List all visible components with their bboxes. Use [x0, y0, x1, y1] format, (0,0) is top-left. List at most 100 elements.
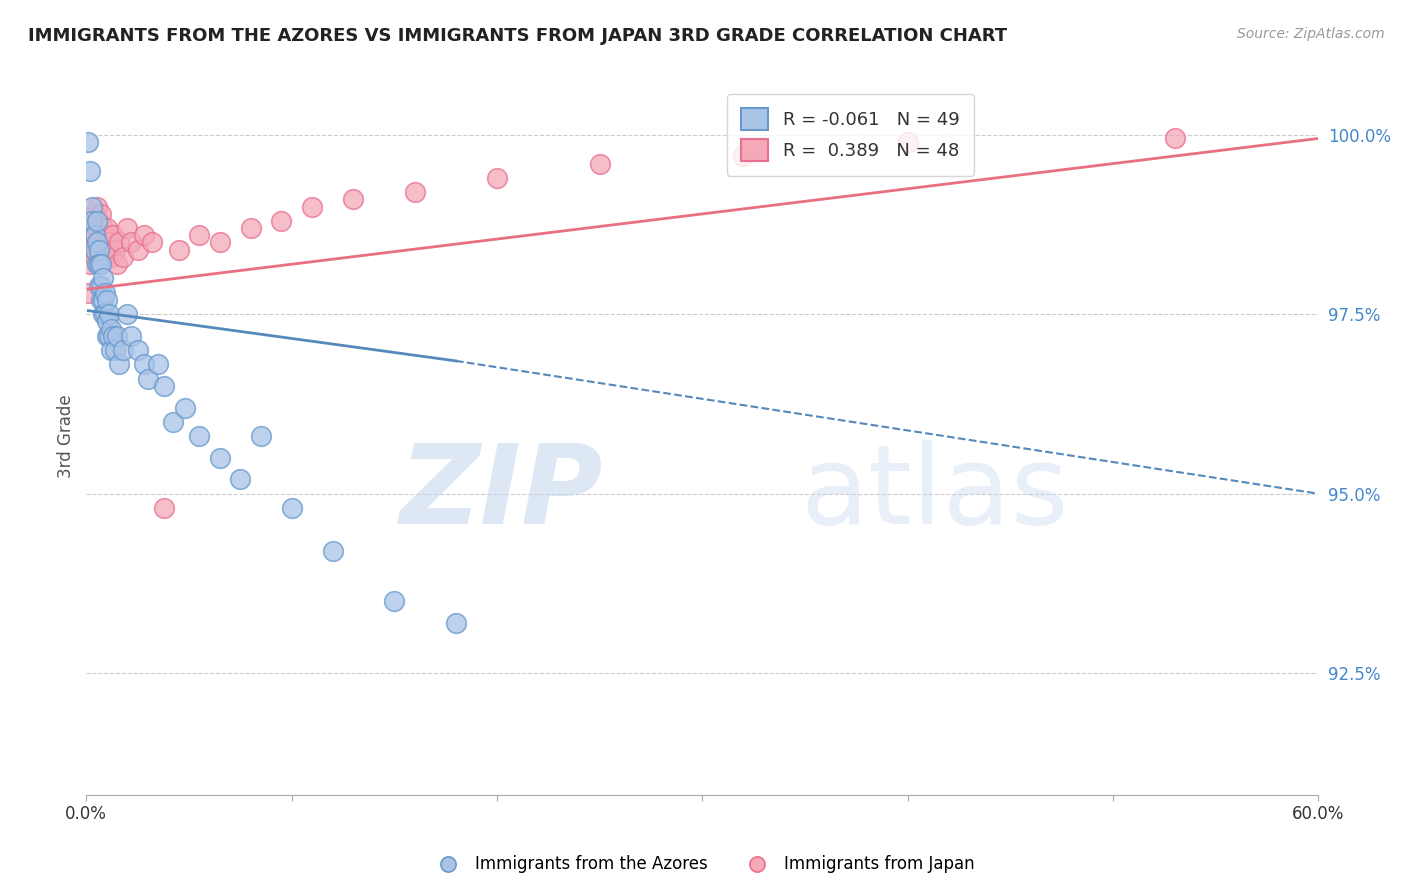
Point — [86, 214, 108, 228]
Point — [79, 235, 101, 250]
Point — [87, 257, 110, 271]
Point — [91, 293, 114, 307]
Point — [86, 235, 108, 250]
Point — [96, 221, 118, 235]
Point — [382, 594, 405, 608]
Point — [82, 200, 104, 214]
Point — [77, 135, 100, 149]
Point — [91, 243, 114, 257]
Point — [86, 243, 108, 257]
Point — [117, 307, 139, 321]
Point — [208, 235, 231, 250]
Point — [104, 343, 127, 358]
Point — [79, 257, 101, 271]
Point — [153, 501, 176, 516]
Point — [101, 328, 124, 343]
Point — [270, 214, 292, 228]
Text: IMMIGRANTS FROM THE AZORES VS IMMIGRANTS FROM JAPAN 3RD GRADE CORRELATION CHART: IMMIGRANTS FROM THE AZORES VS IMMIGRANTS… — [28, 27, 1007, 45]
Point — [86, 221, 108, 235]
Point — [96, 243, 118, 257]
Point — [101, 228, 124, 243]
Point — [82, 214, 104, 228]
Point — [86, 200, 108, 214]
Point — [91, 307, 114, 321]
Point — [104, 243, 127, 257]
Point — [87, 278, 110, 293]
Point — [90, 228, 112, 243]
Point — [141, 235, 163, 250]
Point — [897, 135, 920, 149]
Point — [97, 307, 120, 321]
Point — [108, 358, 131, 372]
Legend: Immigrants from the Azores, Immigrants from Japan: Immigrants from the Azores, Immigrants f… — [425, 848, 981, 880]
Point — [90, 293, 112, 307]
Point — [82, 243, 104, 257]
Point — [96, 328, 118, 343]
Point — [250, 429, 273, 443]
Point — [132, 228, 155, 243]
Point — [86, 257, 108, 271]
Point — [83, 250, 105, 264]
Point — [105, 328, 128, 343]
Point — [112, 343, 135, 358]
Point — [188, 429, 211, 443]
Point — [733, 149, 755, 163]
Point — [485, 170, 508, 185]
Point — [96, 314, 118, 328]
Point — [162, 415, 184, 429]
Point — [146, 358, 169, 372]
Point — [112, 250, 135, 264]
Point — [83, 243, 105, 257]
Point — [94, 307, 117, 321]
Point — [97, 328, 120, 343]
Point — [90, 257, 112, 271]
Point — [229, 472, 252, 486]
Point — [173, 401, 195, 415]
Text: atlas: atlas — [801, 440, 1070, 547]
Point — [404, 186, 426, 200]
Point — [94, 228, 117, 243]
Point — [301, 200, 323, 214]
Point — [96, 293, 118, 307]
Point — [83, 228, 105, 243]
Point — [87, 257, 110, 271]
Point — [79, 163, 101, 178]
Point — [1163, 131, 1185, 145]
Point — [83, 228, 105, 243]
Point — [153, 379, 176, 393]
Point — [94, 250, 117, 264]
Point — [208, 450, 231, 465]
Point — [167, 243, 190, 257]
Point — [90, 278, 112, 293]
Legend: R = -0.061   N = 49, R =  0.389   N = 48: R = -0.061 N = 49, R = 0.389 N = 48 — [727, 94, 974, 176]
Point — [127, 243, 149, 257]
Y-axis label: 3rd Grade: 3rd Grade — [58, 394, 75, 478]
Point — [87, 235, 110, 250]
Text: ZIP: ZIP — [401, 440, 603, 547]
Point — [322, 544, 344, 558]
Point — [82, 214, 104, 228]
Point — [83, 207, 105, 221]
Point — [91, 271, 114, 285]
Point — [444, 615, 467, 630]
Point — [97, 235, 120, 250]
Point — [136, 372, 159, 386]
Point — [90, 207, 112, 221]
Point — [91, 221, 114, 235]
Point — [188, 228, 211, 243]
Point — [105, 257, 128, 271]
Text: Source: ZipAtlas.com: Source: ZipAtlas.com — [1237, 27, 1385, 41]
Point — [132, 358, 155, 372]
Point — [127, 343, 149, 358]
Point — [87, 243, 110, 257]
Point — [280, 501, 302, 516]
Point — [239, 221, 262, 235]
Point — [77, 285, 100, 300]
Point — [108, 235, 131, 250]
Point — [342, 193, 364, 207]
Point — [100, 321, 122, 335]
Point — [588, 156, 610, 170]
Point — [100, 250, 122, 264]
Point — [117, 221, 139, 235]
Point — [121, 328, 143, 343]
